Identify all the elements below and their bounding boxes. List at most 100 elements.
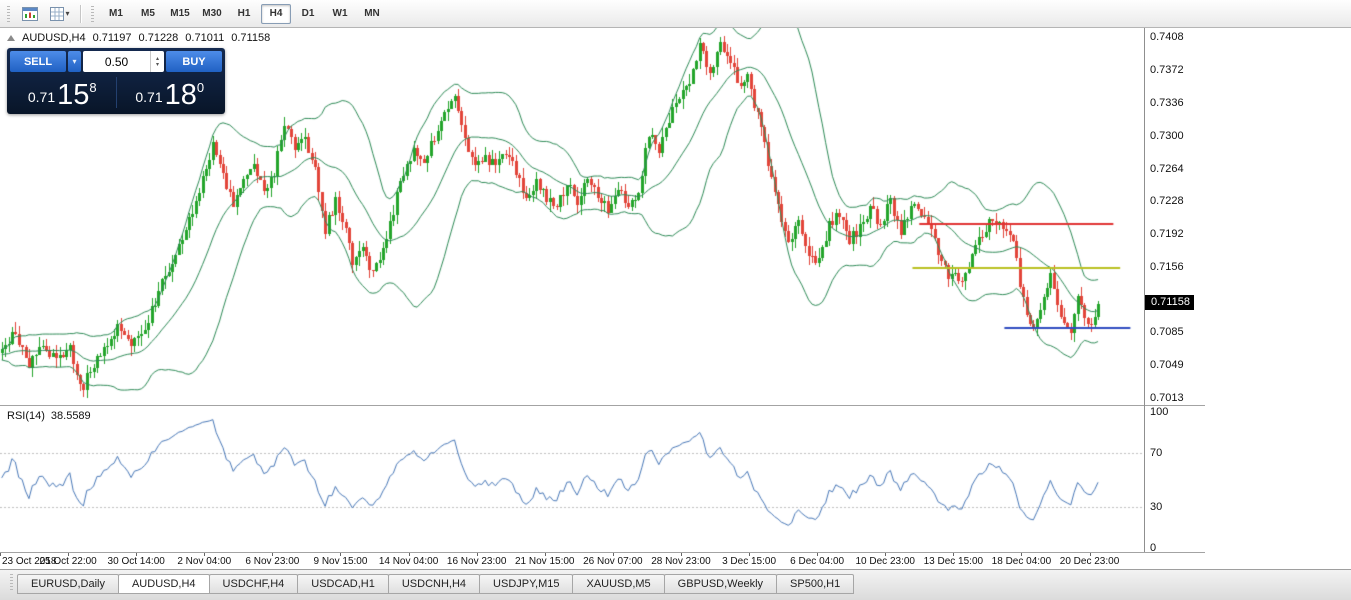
chart-options-button[interactable]: ▾ — [46, 3, 74, 25]
time-axis-label: 3 Dec 15:00 — [722, 556, 777, 567]
sell-button[interactable]: SELL — [10, 51, 66, 72]
timeframe-toolbar: M1 M5 M15 M30 H1 H4 D1 W1 MN — [100, 3, 388, 24]
price-axis-column[interactable]: 0.71158 0.7408 0.7372 0.7336 0.7300 0.7264 0.… — [1145, 28, 1205, 569]
chart-window-button[interactable] — [16, 3, 44, 25]
dropdown-caret-icon: ▾ — [65, 8, 70, 18]
buy-price-base: 0.71 — [135, 89, 163, 105]
main-chart-panel: AUDUSD,H4 0.71197 0.71228 0.71011 0.7115… — [0, 28, 1144, 405]
time-axis-label: 16 Nov 23:00 — [446, 556, 507, 567]
time-axis-tick — [544, 553, 546, 556]
timeframe-button-mn[interactable]: MN — [364, 8, 380, 19]
timeframe-button-m5[interactable]: M5 — [141, 8, 155, 19]
time-axis-label: 23 Oct 2018 — [2, 556, 57, 567]
price-axis-label: 0.7264 — [1150, 162, 1184, 175]
time-axis-tick — [408, 553, 410, 556]
time-axis-label: 26 Nov 07:00 — [583, 556, 643, 567]
timeframe-button-h1[interactable]: H1 — [237, 8, 251, 19]
timeframe-toolbar-grip[interactable] — [91, 5, 94, 22]
volume-input[interactable]: 0.50 — [104, 54, 129, 69]
time-axis-tick — [817, 553, 819, 556]
volume-field: 0.50 ▴ ▾ — [83, 51, 164, 72]
toolbar-separator — [80, 4, 81, 23]
timeframe-button-d1[interactable]: D1 — [301, 8, 315, 19]
time-axis[interactable]: 23 Oct 2018 25 Oct 22:00 30 Oct 14:00 2 Nov… — [0, 553, 1205, 569]
rsi-canvas[interactable] — [0, 406, 1144, 552]
price-axis-label: 0.7013 — [1150, 391, 1184, 404]
time-axis-tick — [476, 553, 478, 556]
sell-price[interactable]: 0.71 15 8 — [10, 74, 115, 111]
one-click-trading-toggle-icon[interactable] — [7, 35, 15, 41]
buy-price[interactable]: 0.71 18 0 — [118, 74, 223, 111]
time-axis-tick — [749, 553, 751, 556]
spinner-up-icon[interactable]: ▴ — [155, 55, 159, 62]
price-axis-label: 0.7372 — [1150, 63, 1184, 76]
timeframe-button-m1[interactable]: M1 — [109, 8, 123, 19]
current-price-tag: 0.71158 — [1145, 294, 1194, 310]
time-axis-tick — [204, 553, 206, 556]
top-toolbar: ▾ M1 M5 M15 M30 H1 H4 D1 W1 MN — [0, 0, 1351, 28]
chart-tab-xauusd-m5[interactable]: XAUUSD,M5 — [572, 574, 665, 594]
chart-options-icon — [50, 6, 65, 21]
time-axis-label: 13 Dec 15:00 — [923, 556, 984, 567]
chart-tab-audusd-h4[interactable]: AUDUSD,H4 — [117, 574, 210, 594]
time-axis-tick — [680, 553, 682, 556]
timeframe-button-w1[interactable]: W1 — [332, 8, 348, 19]
time-axis-label: 20 Dec 23:00 — [1059, 556, 1120, 567]
price-divider — [115, 77, 117, 108]
chart-tab-gbpusd-weekly[interactable]: GBPUSD,Weekly — [663, 574, 778, 594]
chart-tab-usdjpy-m15[interactable]: USDJPY,M15 — [479, 574, 574, 594]
time-axis-border — [0, 552, 1205, 553]
price-axis-label: 0.7192 — [1150, 228, 1184, 241]
time-axis-label: 6 Nov 23:00 — [245, 556, 300, 567]
rsi-axis-label: 30 — [1150, 501, 1163, 514]
chart-tabs: EURUSD,Daily AUDUSD,H4 USDCHF,H4 USDCAD,H1 U… — [17, 574, 855, 594]
sell-price-pips: 15 — [57, 79, 90, 111]
chart-window-icon — [22, 6, 38, 21]
chart-symbol-label: AUDUSD,H4 — [22, 32, 86, 44]
time-axis-tick — [885, 553, 887, 556]
chart-tab-sp500-h1[interactable]: SP500,H1 — [776, 574, 855, 594]
ohlc-high: 0.71228 — [138, 32, 179, 44]
volume-spinner[interactable]: ▴ ▾ — [150, 51, 164, 72]
sell-price-base: 0.71 — [27, 89, 56, 105]
timeframe-button-m30[interactable]: M30 — [202, 8, 222, 19]
chart-tab-bar: EURUSD,Daily AUDUSD,H4 USDCHF,H4 USDCAD,H1 U… — [0, 569, 1351, 600]
chart-ohlc-header: AUDUSD,H4 0.71197 0.71228 0.71011 0.7115… — [7, 32, 270, 44]
time-axis-tick — [612, 553, 614, 556]
time-axis-tick — [136, 553, 138, 556]
time-axis-label: 6 Dec 04:00 — [790, 556, 845, 567]
ohlc-low: 0.71011 — [185, 32, 225, 44]
time-axis-label: 9 Nov 15:00 — [313, 556, 368, 567]
chart-tab-usdcad-h1[interactable]: USDCAD,H1 — [297, 574, 389, 594]
panel-splitter[interactable] — [0, 405, 1205, 406]
one-click-trade-panel: SELL ▾ 0.50 ▴ ▾ BUY 0.71 15 8 — [7, 48, 225, 114]
tab-bar-grip — [10, 574, 13, 590]
chart-tab-usdcnh-h4[interactable]: USDCNH,H4 — [387, 574, 481, 594]
price-axis-label: 0.7408 — [1150, 31, 1184, 44]
spinner-down-icon[interactable]: ▾ — [155, 61, 159, 68]
chart-tab-eurusd-daily[interactable]: EURUSD,Daily — [17, 574, 119, 594]
timeframe-button-h4[interactable]: H4 — [261, 3, 291, 24]
time-axis-tick — [1021, 553, 1023, 556]
timeframe-button-m15[interactable]: M15 — [170, 8, 190, 19]
chart-tab-usdchf-h4[interactable]: USDCHF,H4 — [208, 574, 299, 594]
buy-price-point: 0 — [196, 80, 205, 95]
rsi-panel: RSI(14) 38.5589 — [0, 406, 1144, 552]
time-axis-label: 2 Nov 04:00 — [177, 556, 232, 567]
buy-button[interactable]: BUY — [166, 51, 222, 72]
time-axis-label: 18 Dec 04:00 — [991, 556, 1052, 567]
dropdown-caret-icon: ▾ — [72, 56, 77, 66]
price-axis-label: 0.7336 — [1150, 96, 1184, 109]
time-axis-label: 21 Nov 15:00 — [515, 556, 575, 567]
time-axis-tick — [1089, 553, 1091, 556]
rsi-label: RSI(14) — [7, 410, 45, 422]
trade-panel-prices: 0.71 15 8 0.71 18 0 — [10, 74, 222, 111]
price-axis-label: 0.7049 — [1150, 358, 1184, 371]
price-axis-label: 0.7228 — [1150, 195, 1184, 208]
order-type-dropdown-button[interactable]: ▾ — [68, 51, 81, 72]
toolbar-grip[interactable] — [7, 5, 10, 22]
time-axis-label: 25 Oct 22:00 — [39, 556, 97, 567]
time-axis-label: 28 Nov 23:00 — [651, 556, 711, 567]
rsi-axis-label: 100 — [1150, 406, 1169, 418]
time-axis-tick — [340, 553, 342, 556]
